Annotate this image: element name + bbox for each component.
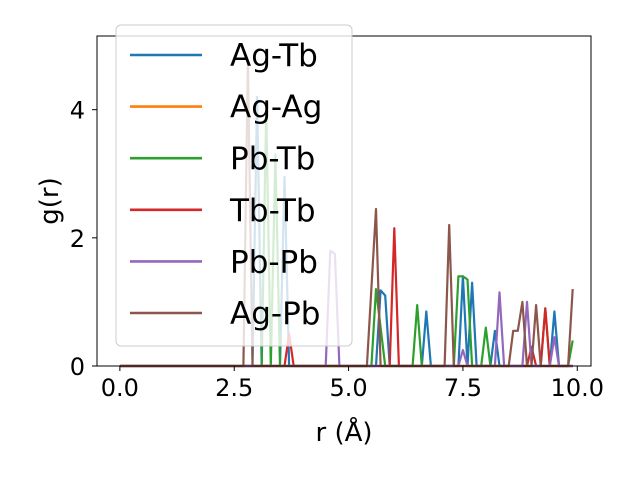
legend-label: Tb-Tb	[229, 193, 316, 229]
x-axis-ticks: 0.0 2.5 5.0 7.5 10.0	[101, 366, 604, 402]
x-tick-label: 7.5	[444, 374, 482, 402]
y-axis-label: g(r)	[35, 177, 65, 224]
x-tick-label: 5.0	[329, 374, 367, 402]
y-axis-ticks: 0 2 4	[70, 97, 97, 381]
legend-item: Ag-Ag	[130, 90, 322, 126]
legend-item: Ag-Pb	[130, 296, 320, 332]
legend-label: Ag-Tb	[230, 38, 318, 74]
y-tick-label: 4	[70, 97, 85, 125]
legend-item: Tb-Tb	[130, 193, 316, 229]
legend-item: Pb-Tb	[130, 141, 315, 177]
legend-label: Ag-Ag	[230, 90, 322, 126]
legend-label: Pb-Tb	[230, 141, 315, 177]
x-tick-label: 0.0	[101, 374, 139, 402]
legend-box	[115, 24, 353, 347]
x-axis-label: r (Å)	[315, 416, 372, 448]
y-tick-label: 2	[70, 225, 85, 253]
x-tick-label: 10.0	[551, 374, 604, 402]
legend-label: Pb-Pb	[230, 244, 318, 280]
legend-label: Ag-Pb	[230, 296, 320, 332]
legend-item: Ag-Tb	[130, 38, 318, 74]
legend: Ag-Tb Ag-Ag Pb-Tb Tb-Tb Pb-Pb Ag-Pb	[115, 24, 353, 347]
legend-item: Pb-Pb	[130, 244, 318, 280]
x-tick-label: 2.5	[215, 374, 253, 402]
y-tick-label: 0	[70, 353, 85, 381]
